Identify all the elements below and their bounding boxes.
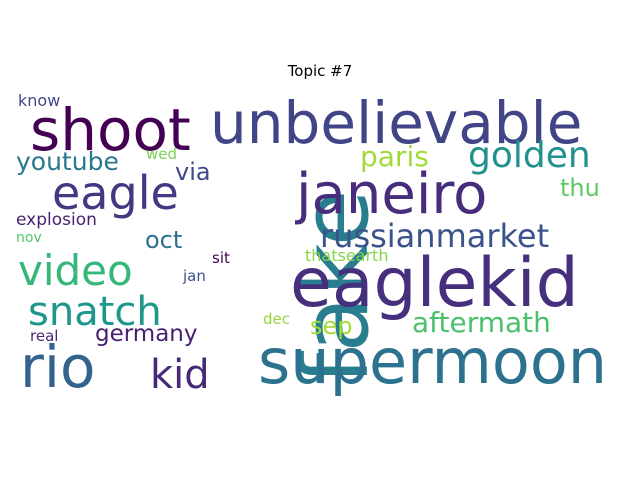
word-shoot: shoot xyxy=(30,95,191,164)
word-nov: nov xyxy=(16,230,42,247)
word-dec: dec xyxy=(263,309,290,328)
word-eagle: eagle xyxy=(52,166,179,221)
word-eaglekid: eaglekid xyxy=(290,244,579,324)
word-video: video xyxy=(18,246,133,296)
word-know: know xyxy=(18,90,61,110)
chart-title: Topic #7 xyxy=(287,62,353,80)
word-thatsearth: thatsearth xyxy=(305,245,389,265)
word-sep: sep xyxy=(310,311,353,340)
word-via: via xyxy=(175,157,211,186)
word-youtube: youtube xyxy=(16,147,119,176)
word-wed: wed xyxy=(146,144,178,163)
word-supermoon: supermoon xyxy=(258,324,608,398)
word-sit: sit xyxy=(212,248,230,267)
word-rio: rio xyxy=(20,332,96,401)
word-russianmarket: russianmarket xyxy=(320,216,550,255)
word-golden: golden xyxy=(468,134,591,176)
word-explosion: explosion xyxy=(16,210,97,231)
word-aftermath: aftermath xyxy=(412,305,551,339)
word-janeiro: janeiro xyxy=(296,162,488,228)
word-paris: paris xyxy=(360,139,429,173)
word-unbelievable: unbelievable xyxy=(210,88,583,157)
word-jan: jan xyxy=(183,266,206,285)
word-thu: thu xyxy=(560,173,600,202)
word-snatch: snatch xyxy=(28,288,162,335)
word-germany: germany xyxy=(95,320,198,347)
word-real: real xyxy=(30,326,59,345)
word-oct: oct xyxy=(145,225,183,254)
word-kid: kid xyxy=(150,351,210,398)
